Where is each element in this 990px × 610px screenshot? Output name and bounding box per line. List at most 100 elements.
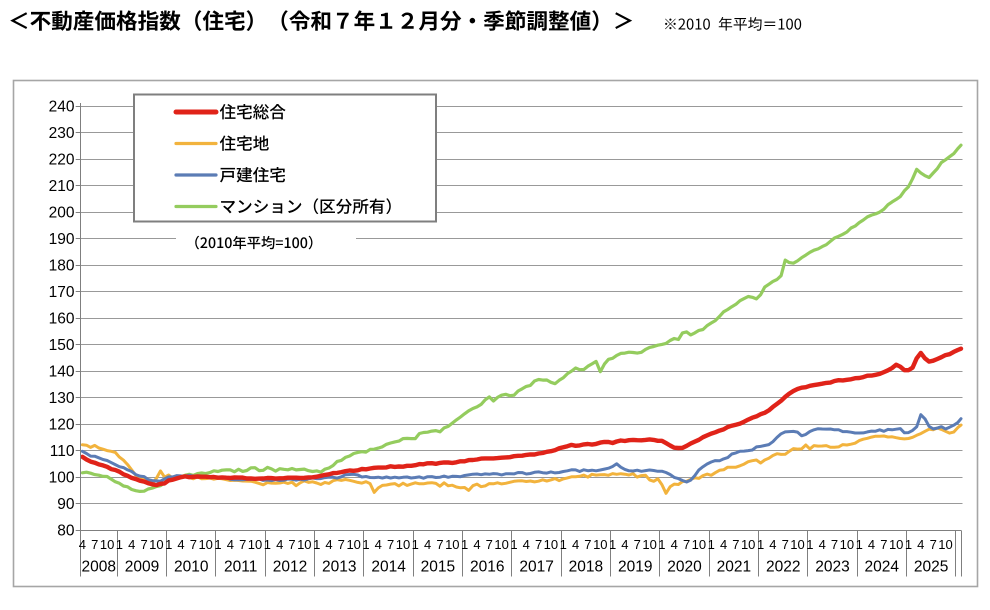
svg-text:2016: 2016 — [470, 559, 504, 576]
svg-text:1: 1 — [806, 537, 813, 552]
svg-text:4: 4 — [177, 537, 184, 552]
svg-text:4: 4 — [523, 537, 530, 552]
svg-text:1: 1 — [214, 537, 221, 552]
svg-text:2010: 2010 — [174, 559, 209, 576]
svg-text:160: 160 — [49, 310, 75, 327]
svg-text:4: 4 — [276, 537, 283, 552]
svg-text:4: 4 — [720, 537, 727, 552]
svg-text:1: 1 — [658, 537, 665, 552]
svg-text:130: 130 — [49, 390, 75, 407]
svg-text:180: 180 — [49, 257, 75, 274]
svg-text:4: 4 — [917, 537, 924, 552]
svg-text:200: 200 — [49, 204, 75, 221]
svg-text:1: 1 — [609, 537, 616, 552]
svg-text:4: 4 — [621, 537, 628, 552]
svg-text:190: 190 — [49, 231, 75, 248]
svg-text:240: 240 — [49, 98, 75, 115]
svg-text:1: 1 — [165, 537, 172, 552]
svg-text:2025: 2025 — [914, 559, 948, 576]
svg-text:10: 10 — [642, 537, 656, 552]
svg-text:1: 1 — [708, 537, 715, 552]
svg-text:2023: 2023 — [815, 559, 849, 576]
svg-text:1: 1 — [560, 537, 567, 552]
svg-text:2012: 2012 — [273, 559, 307, 576]
svg-text:10: 10 — [692, 537, 706, 552]
svg-text:4: 4 — [128, 537, 135, 552]
svg-text:4: 4 — [325, 537, 332, 552]
svg-text:2018: 2018 — [569, 559, 603, 576]
svg-text:7: 7 — [831, 537, 838, 552]
svg-text:4: 4 — [868, 537, 875, 552]
svg-text:2021: 2021 — [717, 559, 751, 576]
svg-text:4: 4 — [572, 537, 579, 552]
svg-text:10: 10 — [494, 537, 508, 552]
svg-text:10: 10 — [741, 537, 755, 552]
svg-text:170: 170 — [49, 284, 75, 301]
svg-text:4: 4 — [375, 537, 382, 552]
svg-text:4: 4 — [424, 537, 431, 552]
svg-text:10: 10 — [593, 537, 607, 552]
svg-text:4: 4 — [473, 537, 480, 552]
svg-text:7: 7 — [535, 537, 542, 552]
svg-text:1: 1 — [856, 537, 863, 552]
svg-text:7: 7 — [683, 537, 690, 552]
svg-text:7: 7 — [732, 537, 739, 552]
svg-text:120: 120 — [49, 416, 75, 433]
svg-text:2017: 2017 — [519, 559, 553, 576]
svg-text:4: 4 — [819, 537, 826, 552]
svg-text:10: 10 — [938, 537, 952, 552]
svg-text:230: 230 — [49, 125, 75, 142]
svg-text:2008: 2008 — [82, 559, 116, 576]
svg-text:7: 7 — [190, 537, 197, 552]
svg-text:10: 10 — [149, 537, 163, 552]
svg-text:7: 7 — [288, 537, 295, 552]
svg-text:7: 7 — [140, 537, 147, 552]
svg-text:10: 10 — [346, 537, 360, 552]
svg-text:220: 220 — [49, 151, 75, 168]
svg-text:150: 150 — [49, 337, 75, 354]
svg-text:2019: 2019 — [618, 559, 652, 576]
svg-text:1: 1 — [757, 537, 764, 552]
svg-text:7: 7 — [880, 537, 887, 552]
svg-text:7: 7 — [930, 537, 937, 552]
svg-text:10: 10 — [889, 537, 903, 552]
svg-text:1: 1 — [116, 537, 123, 552]
svg-text:4: 4 — [769, 537, 776, 552]
svg-text:10: 10 — [198, 537, 212, 552]
svg-text:7: 7 — [338, 537, 345, 552]
svg-text:10: 10 — [544, 537, 558, 552]
svg-text:100: 100 — [49, 469, 75, 486]
svg-text:7: 7 — [387, 537, 394, 552]
svg-text:7: 7 — [634, 537, 641, 552]
svg-text:4: 4 — [227, 537, 234, 552]
svg-text:4: 4 — [671, 537, 678, 552]
svg-text:7: 7 — [782, 537, 789, 552]
svg-text:2024: 2024 — [865, 559, 900, 576]
svg-text:2013: 2013 — [322, 559, 356, 576]
svg-text:1: 1 — [461, 537, 468, 552]
svg-text:7: 7 — [486, 537, 493, 552]
svg-text:2015: 2015 — [421, 559, 455, 576]
svg-text:2009: 2009 — [125, 559, 159, 576]
svg-text:1: 1 — [905, 537, 912, 552]
svg-text:90: 90 — [57, 496, 75, 513]
svg-text:7: 7 — [91, 537, 98, 552]
svg-text:1: 1 — [362, 537, 369, 552]
svg-text:1: 1 — [313, 537, 320, 552]
svg-text:1: 1 — [510, 537, 517, 552]
svg-text:10: 10 — [100, 537, 114, 552]
svg-text:7: 7 — [584, 537, 591, 552]
svg-text:4: 4 — [79, 537, 86, 552]
svg-text:10: 10 — [396, 537, 410, 552]
svg-text:10: 10 — [790, 537, 804, 552]
svg-text:10: 10 — [445, 537, 459, 552]
svg-text:10: 10 — [248, 537, 262, 552]
svg-text:1: 1 — [412, 537, 419, 552]
svg-text:140: 140 — [49, 363, 75, 380]
svg-text:2020: 2020 — [667, 559, 702, 576]
svg-text:7: 7 — [436, 537, 443, 552]
svg-text:2014: 2014 — [371, 559, 406, 576]
svg-text:10: 10 — [297, 537, 311, 552]
svg-text:80: 80 — [57, 522, 75, 539]
svg-text:10: 10 — [840, 537, 854, 552]
